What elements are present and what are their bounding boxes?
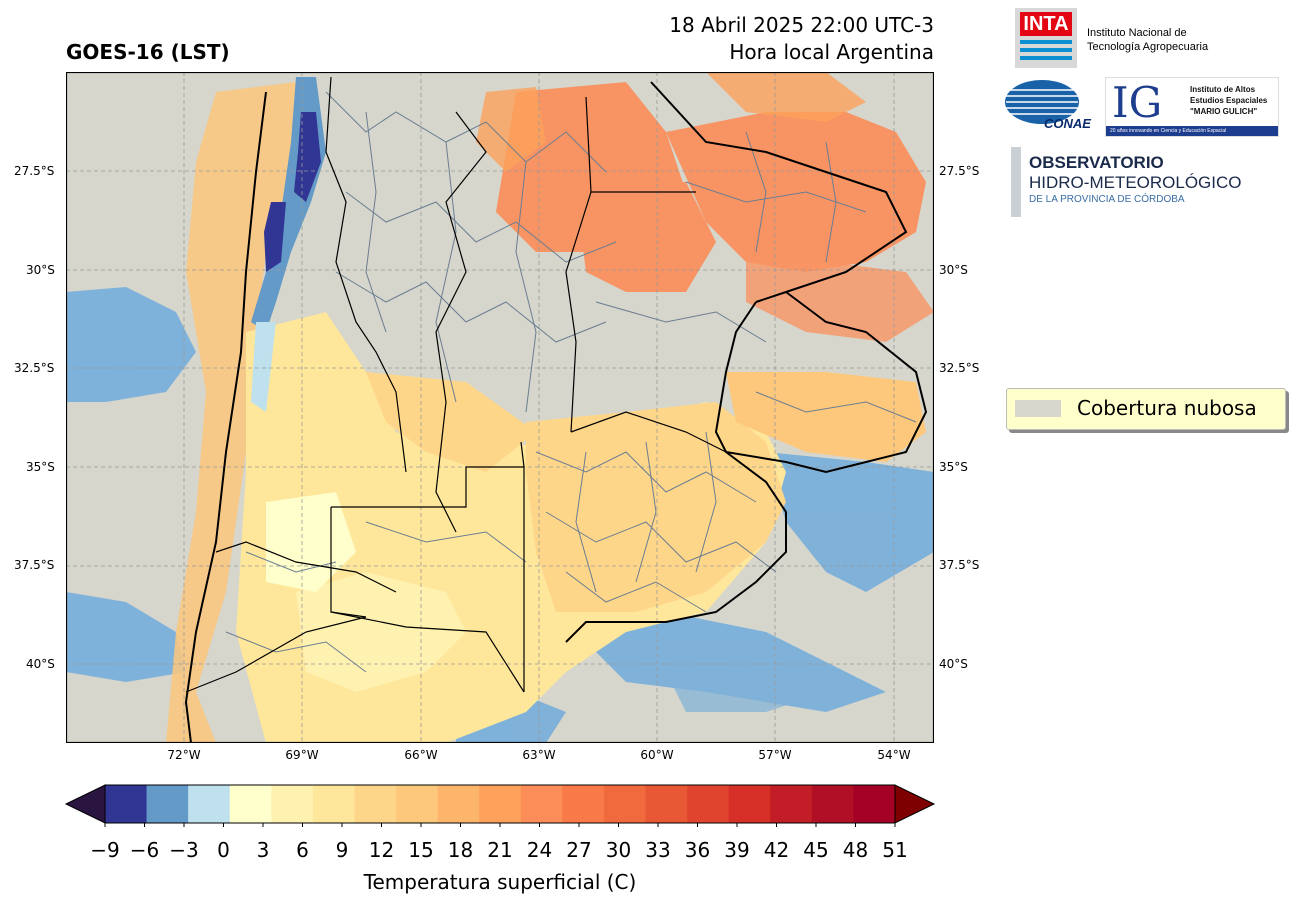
colorbar-segment bbox=[312, 785, 355, 823]
map-title: GOES-16 (LST) bbox=[66, 40, 230, 64]
ig-logo: IG Instituto de Altos Estudios Espaciale… bbox=[1105, 77, 1279, 137]
colorbar-segments bbox=[105, 785, 896, 823]
colorbar-tick-label: 45 bbox=[803, 838, 829, 862]
lon-tick: 69°W bbox=[285, 748, 319, 762]
inta-name: Instituto Nacional de Tecnología Agropec… bbox=[1087, 27, 1209, 53]
colorbar-label: Temperatura superficial (C) bbox=[363, 870, 637, 894]
lon-tick: 63°W bbox=[522, 748, 556, 762]
colorbar-segment bbox=[687, 785, 730, 823]
local-time-line: Hora local Argentina bbox=[729, 40, 934, 64]
inta-mark: INTA bbox=[1020, 12, 1072, 36]
colorbar-tick-label: 33 bbox=[645, 838, 671, 862]
warm-northeast bbox=[496, 82, 934, 342]
lon-tick: 72°W bbox=[167, 748, 201, 762]
colorbar-tick-label: 9 bbox=[335, 838, 349, 862]
colorbar-tick-label: 24 bbox=[526, 838, 553, 862]
observatorio-bar bbox=[1011, 147, 1021, 217]
date-line: 18 Abril 2025 22:00 UTC-3 bbox=[669, 13, 934, 37]
lat-tick-left: 30°S bbox=[26, 263, 55, 277]
colorbar-tick-label: −3 bbox=[169, 838, 199, 862]
lat-tick-left: 27.5°S bbox=[14, 164, 55, 178]
ocean-cold-areas bbox=[66, 287, 934, 743]
lon-tick: 60°W bbox=[640, 748, 674, 762]
lat-tick-right: 27.5°S bbox=[939, 164, 980, 178]
colorbar bbox=[64, 784, 936, 827]
colorbar-tick-label: 48 bbox=[842, 838, 869, 862]
lst-map bbox=[66, 72, 934, 743]
conae-logo: CONAE bbox=[1004, 78, 1091, 132]
colorbar-segment bbox=[603, 785, 647, 823]
colorbar-segment bbox=[396, 785, 439, 823]
legend: Cobertura nubosa bbox=[1006, 388, 1286, 430]
colorbar-segment bbox=[354, 785, 397, 823]
colorbar-segment bbox=[146, 785, 189, 823]
ig-name: Instituto de Altos Estudios Espaciales "… bbox=[1190, 85, 1268, 116]
lat-tick-right: 32.5°S bbox=[939, 361, 980, 375]
ig-tagline: 20 años innovando en Ciencia y Educación… bbox=[1106, 126, 1278, 136]
inta-logo: INTA bbox=[1015, 8, 1077, 68]
lat-tick-right: 37.5°S bbox=[939, 558, 980, 572]
lon-tick: 57°W bbox=[758, 748, 792, 762]
colorbar-segment bbox=[562, 785, 605, 823]
colorbar-tick-label: 3 bbox=[256, 838, 270, 862]
cloud-cover-swatch bbox=[1015, 400, 1061, 417]
colorbar-tick-label: −6 bbox=[129, 838, 160, 862]
colorbar-tick-label: 21 bbox=[487, 838, 513, 862]
colorbar-segment bbox=[520, 785, 563, 823]
colorbar-tick-label: 30 bbox=[605, 838, 632, 862]
colorbar-segment bbox=[437, 785, 480, 823]
conae-label: CONAE bbox=[1044, 116, 1091, 131]
colorbar-over-arrow bbox=[894, 784, 936, 824]
colorbar-tick-label: 42 bbox=[763, 838, 790, 862]
colorbar-tick-marks bbox=[104, 823, 896, 827]
colorbar-under-arrow bbox=[64, 784, 106, 824]
colorbar-tick-label: 27 bbox=[566, 838, 592, 862]
colorbar-tick-label: 0 bbox=[217, 838, 230, 862]
colorbar-segment bbox=[770, 785, 813, 823]
warm-north-light bbox=[476, 72, 866, 172]
legend-label: Cobertura nubosa bbox=[1077, 396, 1257, 420]
lat-tick-right: 35°S bbox=[939, 460, 968, 474]
colorbar-segment bbox=[853, 785, 896, 823]
lat-tick-right: 40°S bbox=[939, 657, 968, 671]
lat-tick-left: 32.5°S bbox=[14, 361, 55, 375]
lat-tick-right: 30°S bbox=[939, 263, 968, 277]
colorbar-tick-label: 36 bbox=[684, 838, 711, 862]
department-boundaries bbox=[225, 91, 917, 673]
lon-tick: 54°W bbox=[877, 748, 911, 762]
andes-cold-strip bbox=[251, 77, 326, 412]
colorbar-tick-label: 6 bbox=[296, 838, 309, 862]
lat-tick-left: 40°S bbox=[26, 657, 55, 671]
colorbar-tick-label: −9 bbox=[90, 838, 120, 862]
ig-mark: IG bbox=[1112, 78, 1163, 127]
colorbar-segment bbox=[811, 785, 854, 823]
colorbar-tick-label: 51 bbox=[882, 838, 908, 862]
colorbar-segment bbox=[188, 785, 231, 823]
colorbar-tick-label: 39 bbox=[724, 838, 750, 862]
country-boundary bbox=[184, 81, 928, 743]
colorbar-segment bbox=[271, 785, 314, 823]
colorbar-segment bbox=[728, 785, 771, 823]
colorbar-segment bbox=[645, 785, 688, 823]
colorbar-tick-label: 18 bbox=[447, 838, 474, 862]
colorbar-segment bbox=[479, 785, 522, 823]
observatorio-logo: OBSERVATORIO HIDRO-METEOROLÓGICO DE LA P… bbox=[1029, 153, 1242, 205]
colorbar-segment bbox=[229, 785, 272, 823]
lat-tick-left: 35°S bbox=[26, 460, 55, 474]
province-boundaries bbox=[185, 76, 727, 693]
lon-tick: 66°W bbox=[404, 748, 438, 762]
timestamp: 18 Abril 2025 22:00 UTC-3 Hora local Arg… bbox=[669, 12, 934, 66]
colorbar-tick-label: 15 bbox=[408, 838, 434, 862]
colorbar-tick-label: 12 bbox=[368, 838, 395, 862]
lat-tick-left: 37.5°S bbox=[14, 558, 55, 572]
colorbar-segment bbox=[105, 785, 148, 823]
